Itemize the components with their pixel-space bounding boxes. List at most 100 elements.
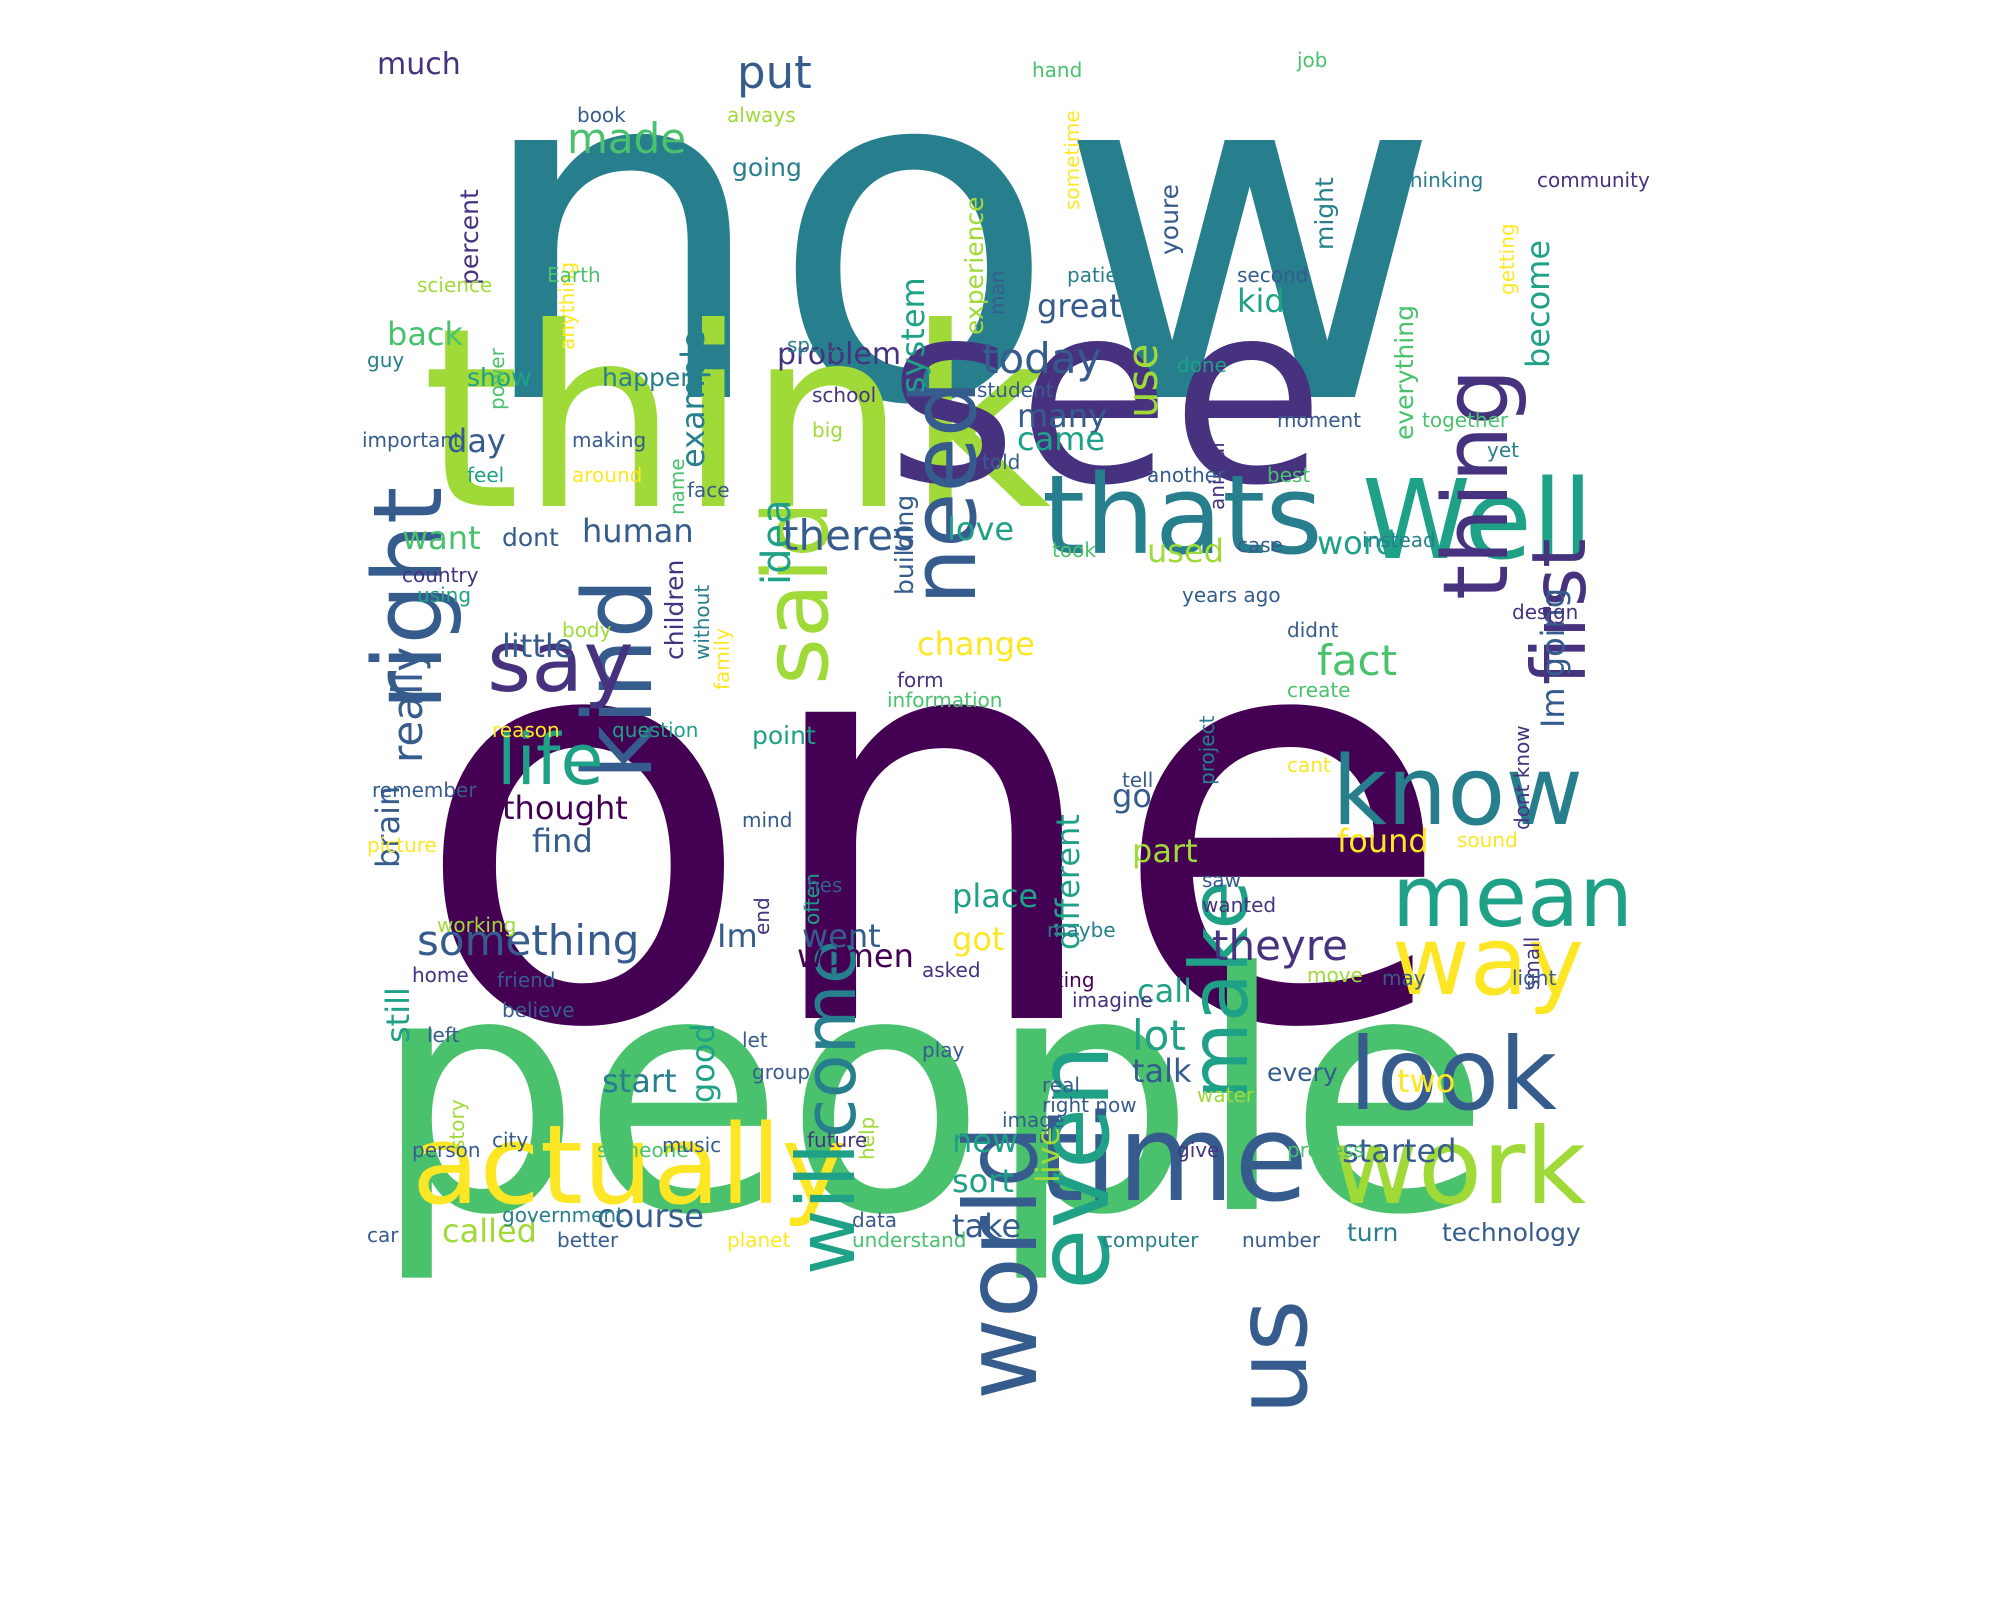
word-cloud-word: change bbox=[917, 625, 1035, 663]
word-cloud-word: name bbox=[665, 458, 689, 515]
word-cloud-word: something bbox=[417, 916, 640, 965]
word-cloud-word: question bbox=[612, 718, 699, 742]
word-cloud-word: say bbox=[487, 613, 634, 712]
word-cloud-word: hand bbox=[1032, 58, 1083, 82]
word-cloud-word: turn bbox=[1347, 1218, 1399, 1247]
word-cloud-word: give bbox=[1177, 1138, 1220, 1162]
word-cloud-word: believe bbox=[502, 998, 575, 1022]
word-cloud-word: youre bbox=[1155, 183, 1184, 255]
word-cloud-word: many bbox=[1017, 397, 1107, 435]
word-cloud-word: second bbox=[1237, 263, 1309, 287]
word-cloud-word: data bbox=[852, 1208, 898, 1232]
word-cloud-word: time bbox=[1037, 1090, 1309, 1229]
word-cloud-word: around bbox=[572, 463, 643, 487]
word-cloud-word: new bbox=[952, 1122, 1019, 1160]
word-cloud-word: women bbox=[797, 937, 914, 975]
word-cloud-word: life bbox=[497, 719, 604, 801]
word-cloud-word: course bbox=[597, 1197, 704, 1235]
word-cloud-word: theyre bbox=[1212, 921, 1348, 970]
word-cloud-word: planet bbox=[727, 1228, 791, 1252]
word-cloud-word: find bbox=[532, 822, 593, 860]
word-cloud-word: years ago bbox=[1182, 583, 1281, 607]
word-cloud-word: future bbox=[807, 1128, 868, 1152]
word-cloud-word: making bbox=[572, 428, 647, 452]
word-cloud-word: city bbox=[492, 1128, 529, 1152]
word-cloud-word: job bbox=[1297, 48, 1328, 72]
word-cloud-word: one bbox=[412, 499, 1455, 1151]
word-cloud-word: community bbox=[1537, 168, 1650, 192]
word-cloud-word: family bbox=[710, 628, 734, 690]
word-cloud-word: good bbox=[684, 1023, 722, 1103]
word-cloud-word: problem bbox=[777, 337, 902, 372]
word-cloud-word: light bbox=[1512, 966, 1557, 990]
word-cloud-word: play bbox=[922, 1038, 965, 1062]
word-cloud-word: create bbox=[1287, 678, 1351, 702]
word-cloud-word: without bbox=[690, 584, 714, 660]
word-cloud-word: point bbox=[752, 721, 816, 750]
word-cloud-word: percent bbox=[455, 189, 484, 285]
word-cloud-word: feel bbox=[467, 463, 505, 487]
word-cloud-word: number bbox=[1242, 1228, 1321, 1252]
word-cloud-word: really bbox=[383, 646, 432, 763]
word-cloud-word: asked bbox=[922, 958, 981, 982]
word-cloud-word: power bbox=[485, 348, 509, 410]
word-cloud-word: Earth bbox=[547, 263, 601, 287]
word-cloud-word: experience bbox=[960, 196, 989, 335]
word-cloud-word: information bbox=[887, 688, 1003, 712]
word-cloud-word: got bbox=[952, 920, 1005, 958]
word-cloud-word: show bbox=[467, 363, 532, 392]
word-cloud-word: done bbox=[1177, 353, 1227, 377]
word-cloud-word: another bbox=[1147, 463, 1226, 487]
word-cloud-word: patient bbox=[1067, 263, 1139, 287]
word-cloud-word: use bbox=[1118, 343, 1167, 418]
word-cloud-word: together bbox=[1422, 408, 1509, 432]
word-cloud-word: went bbox=[802, 917, 881, 955]
word-cloud-word: always bbox=[727, 103, 796, 127]
word-cloud-word: let bbox=[742, 1028, 768, 1052]
word-cloud-word: mind bbox=[742, 808, 793, 832]
word-cloud-word: day bbox=[447, 422, 506, 460]
word-cloud-word: tell bbox=[1122, 768, 1154, 792]
word-cloud-word: call bbox=[1137, 972, 1192, 1010]
word-cloud-word: car bbox=[367, 1223, 399, 1247]
word-cloud-word: big bbox=[812, 418, 843, 442]
word-cloud-word: building bbox=[890, 494, 919, 595]
word-cloud-word: now bbox=[472, 0, 1442, 508]
word-cloud-word: system bbox=[894, 277, 932, 393]
word-cloud-word: design bbox=[1512, 600, 1579, 624]
word-cloud-word: told bbox=[982, 450, 1021, 474]
word-cloud-word: space bbox=[787, 333, 846, 357]
word-cloud-word: word bbox=[1317, 524, 1396, 562]
word-cloud-word: Well bbox=[1362, 456, 1594, 584]
word-cloud-word: called bbox=[442, 1212, 537, 1250]
word-cloud-word: didnt bbox=[1287, 618, 1339, 642]
word-cloud-word: book bbox=[577, 103, 626, 127]
word-cloud-word: water bbox=[1197, 1083, 1254, 1107]
word-cloud-word: thought bbox=[502, 789, 628, 827]
word-cloud-word: want bbox=[402, 519, 481, 557]
word-cloud-word: person bbox=[412, 1138, 481, 1162]
word-cloud-word: instead bbox=[1362, 528, 1436, 552]
word-cloud-word: little bbox=[502, 627, 574, 665]
word-cloud-word: way bbox=[1392, 907, 1585, 1017]
word-cloud-word: human bbox=[582, 512, 694, 550]
word-cloud-word: move bbox=[1307, 963, 1363, 987]
word-cloud-word: took bbox=[1052, 538, 1096, 562]
word-cloud-word: best bbox=[1267, 463, 1311, 487]
word-cloud-word: project bbox=[1195, 715, 1219, 785]
word-cloud-word: today bbox=[982, 334, 1102, 383]
word-cloud-word: body bbox=[562, 618, 612, 642]
word-cloud-word: man bbox=[985, 270, 1009, 315]
word-cloud-word: us bbox=[1213, 1299, 1330, 1415]
word-cloud-word: used bbox=[1147, 532, 1224, 570]
word-cloud-word: everything bbox=[1390, 305, 1419, 440]
word-cloud-word: mean bbox=[1392, 848, 1634, 947]
word-cloud-word: two bbox=[1397, 1062, 1456, 1100]
word-cloud-word: moment bbox=[1277, 408, 1362, 432]
word-cloud-word: friend bbox=[497, 968, 556, 992]
word-cloud-word: going bbox=[732, 153, 802, 182]
word-cloud-word: start bbox=[602, 1062, 677, 1100]
word-cloud-word: example bbox=[674, 330, 712, 468]
word-cloud-word: came bbox=[1017, 420, 1106, 458]
word-cloud-word: real bbox=[1042, 1073, 1080, 1097]
